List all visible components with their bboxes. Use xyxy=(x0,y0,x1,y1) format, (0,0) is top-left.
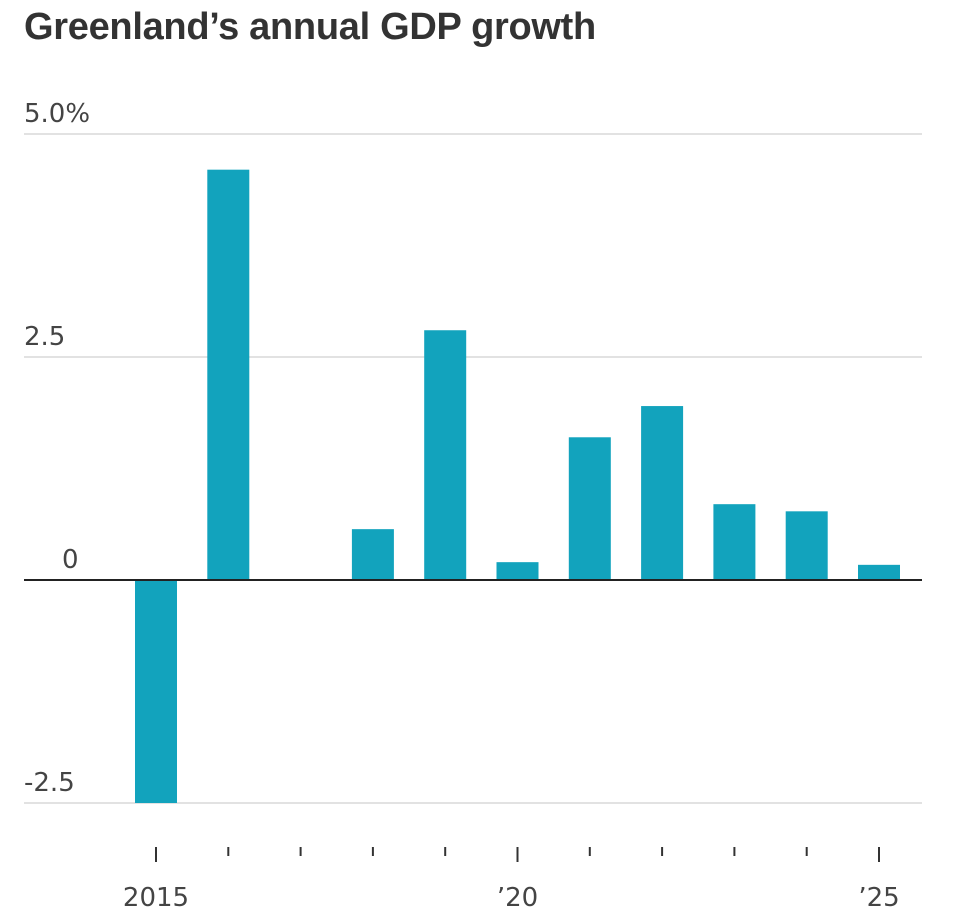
bar-2018 xyxy=(351,529,394,580)
bar-2016 xyxy=(207,169,250,580)
bar-2015 xyxy=(135,580,177,803)
bar-2022 xyxy=(641,406,684,580)
bar-2020 xyxy=(496,562,539,580)
x-tick-label: 2015 xyxy=(123,883,189,911)
x-tick-label: ’20 xyxy=(497,883,538,911)
chart-title: Greenland’s annual GDP growth xyxy=(24,6,596,48)
y-tick-label: 2.5 xyxy=(24,322,65,352)
x-tick-label: ’25 xyxy=(858,883,899,911)
y-tick-label: 0 xyxy=(62,545,79,575)
bar-2023 xyxy=(713,504,756,580)
y-tick-label: -2.5 xyxy=(24,768,75,798)
y-tick-label: 5.0% xyxy=(24,99,90,129)
bar-2019 xyxy=(424,330,467,580)
bar-2025 xyxy=(858,564,900,580)
bar-2021 xyxy=(568,437,611,580)
bar-2024 xyxy=(785,511,828,580)
